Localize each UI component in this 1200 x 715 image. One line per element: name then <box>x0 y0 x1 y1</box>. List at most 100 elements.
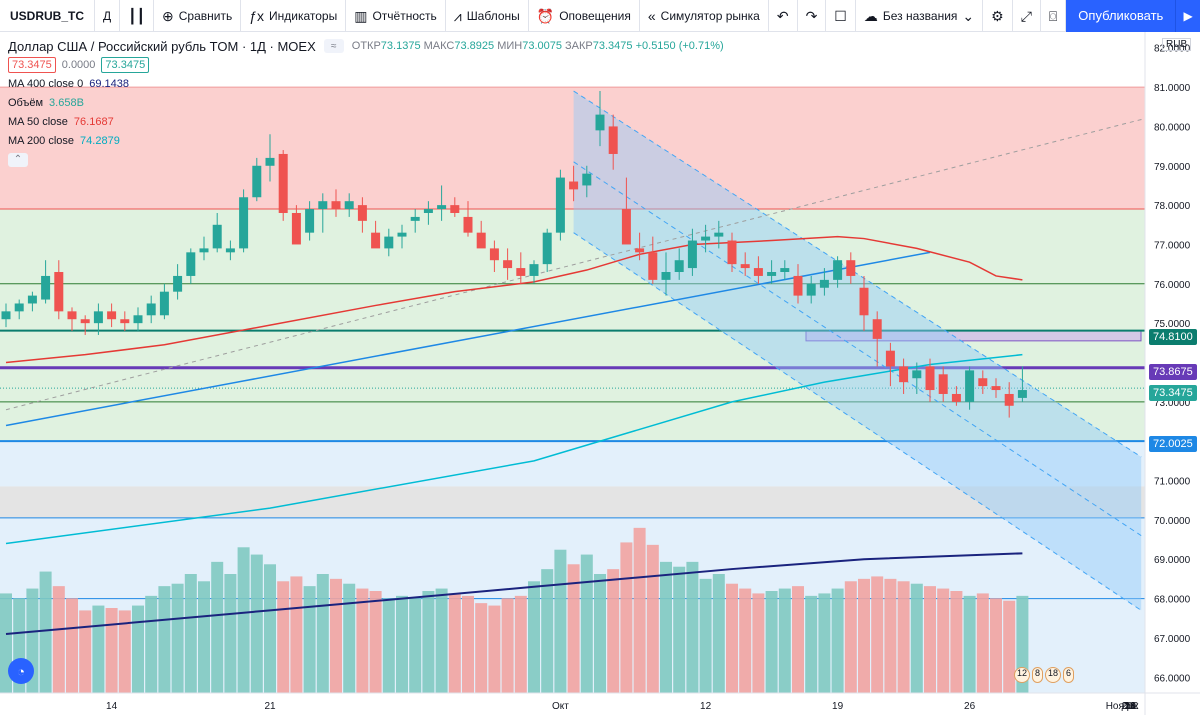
publish-menu-button[interactable]: ▶ <box>1175 0 1200 32</box>
redo-button[interactable]: ↷ <box>798 0 827 32</box>
price-tag-blue-line: 72.0025 <box>1149 436 1197 452</box>
volume-value: 3.658B <box>49 96 84 109</box>
volume-legend-row[interactable]: Объём 3.658B <box>8 93 724 112</box>
volume-bar <box>343 583 356 693</box>
open-label: ОТКР <box>351 40 381 52</box>
replay-button[interactable]: « Симулятор рынка <box>640 0 769 32</box>
screenshot-button[interactable]: ⌼ <box>1041 0 1067 32</box>
ma400-legend-row[interactable]: MA 400 close 0 69.1438 <box>8 74 724 93</box>
candle-body <box>41 275 51 300</box>
change-value: +0.5150 (+0.71%) <box>635 40 724 52</box>
price-chart[interactable]: 82.000081.000080.000079.000078.000077.00… <box>0 32 1200 715</box>
replay-label: Симулятор рынка <box>660 8 760 23</box>
candle-body <box>476 232 486 249</box>
legend-toggle-icon[interactable]: ≈ <box>323 39 344 53</box>
volume-bar <box>910 583 923 693</box>
financials-button[interactable]: ▥ Отчётность <box>346 0 446 32</box>
price-tick-label: 80.0000 <box>1154 122 1191 133</box>
interval-button[interactable]: Д <box>95 0 121 32</box>
candle-body <box>1004 393 1014 406</box>
symbol-search-button[interactable]: USDRUB_TC <box>0 0 96 32</box>
chart-area[interactable]: 82.0000 81.0000 80.0000 79.0000 78.0000 77.00… <box>0 32 1200 715</box>
event-badge[interactable]: 6 <box>1063 667 1075 683</box>
chevron-down-icon: ⌄ <box>962 7 975 24</box>
price-tick-label: 82.0000 <box>1154 44 1191 55</box>
bid-box[interactable]: 73.3475 <box>8 56 56 73</box>
candle-body <box>186 252 196 276</box>
fullscreen-button[interactable]: ⤢ <box>1013 0 1041 32</box>
time-tick-label: 202 <box>1122 701 1139 712</box>
layout-toggle-button[interactable]: ☐ <box>826 0 856 32</box>
candle-body <box>14 303 24 312</box>
collapse-row: ⌃ <box>8 150 724 169</box>
regression-channel-fill <box>573 91 1142 611</box>
horizontal-lines-layer <box>0 86 1145 600</box>
collapse-legend-icon[interactable]: ⌃ <box>8 152 28 167</box>
candle-body <box>489 248 499 261</box>
chart-legend: Доллар США / Российский рубль TOM · 1Д ·… <box>8 37 724 169</box>
volume-bar <box>633 527 646 693</box>
events-markers[interactable]: 12 8 18 6 <box>1014 667 1075 683</box>
settings-button[interactable]: ⚙ <box>983 0 1013 32</box>
candle-body <box>833 260 843 280</box>
candle-body <box>384 236 394 249</box>
volume-bar <box>660 561 672 693</box>
ma50-legend-row[interactable]: MA 50 close 76.1687 <box>8 112 724 131</box>
ma200-legend-row[interactable]: MA 200 close 74.2879 <box>8 131 724 150</box>
volume-bar <box>184 574 197 693</box>
price-tick-label: 75.0000 <box>1154 319 1191 330</box>
compare-button[interactable]: ⊕ Сравнить <box>154 0 242 32</box>
candle-body <box>133 315 143 324</box>
candle-body <box>701 236 711 241</box>
candles-icon: ┃┃ <box>128 7 146 24</box>
event-badge[interactable]: 12 <box>1014 667 1031 683</box>
layout-name-button[interactable]: ☁ Без названия ⌄ <box>856 0 984 32</box>
undo-button[interactable]: ↶ <box>769 0 798 32</box>
ask-box[interactable]: 73.3475 <box>101 56 150 73</box>
price-tick-label: 67.0000 <box>1154 634 1191 645</box>
volume-bar <box>330 578 342 693</box>
price-tag-zone: 74.8100 <box>1149 329 1197 345</box>
candle-body <box>305 209 315 233</box>
candle-body <box>529 264 539 276</box>
candle-body <box>146 303 156 316</box>
candle-body <box>991 386 1001 391</box>
volume-bar <box>950 591 963 693</box>
indicators-button[interactable]: ƒx Индикаторы <box>241 0 347 32</box>
publish-button[interactable]: Опубликовать <box>1066 0 1176 32</box>
candle-body <box>93 311 103 324</box>
volume-bar <box>145 595 158 693</box>
candle-body <box>951 393 961 402</box>
candle-body <box>291 212 301 245</box>
candle-body <box>978 378 988 387</box>
time-tick-label: 23 <box>1124 701 1136 712</box>
chart-type-button[interactable]: ┃┃ <box>120 0 155 32</box>
candle-body <box>265 157 275 166</box>
candle-body <box>595 114 605 131</box>
volume-bar <box>607 569 620 693</box>
candle-body <box>753 268 763 276</box>
ohlc-values: ОТКР73.1375 МАКС73.8925 МИН73.0075 ЗАКР7… <box>352 40 724 52</box>
undo-icon: ↶ <box>776 7 789 24</box>
compare-label: Сравнить <box>178 8 233 23</box>
legend-title-row: Доллар США / Российский рубль TOM · 1Д ·… <box>8 37 724 55</box>
currency-label[interactable]: RUB <box>1162 38 1192 51</box>
volume-bar <box>237 547 250 693</box>
alerts-button[interactable]: ⏰ Оповещения <box>529 0 640 32</box>
volume-bar <box>1003 600 1016 693</box>
candle-body <box>54 272 64 312</box>
event-badge[interactable]: 8 <box>1032 667 1044 683</box>
price-tick-label: 68.0000 <box>1154 595 1191 606</box>
tradingview-logo-icon[interactable]: ◔ <box>8 658 34 684</box>
channel-line <box>573 90 1142 458</box>
event-badge[interactable]: 18 <box>1045 667 1062 683</box>
bid-ask-row: 73.3475 0.0000 73.3475 <box>8 55 724 74</box>
volume-bar <box>316 574 329 693</box>
price-tick-label: 79.0000 <box>1154 162 1191 173</box>
symbol-label: USDRUB_TC <box>10 8 85 23</box>
financials-label: Отчётность <box>372 8 437 23</box>
volume-bar <box>66 598 78 693</box>
ma50-value: 76.1687 <box>73 115 114 128</box>
templates-button[interactable]: ⩘ Шаблоны <box>446 0 529 32</box>
price-zone <box>0 209 1145 442</box>
